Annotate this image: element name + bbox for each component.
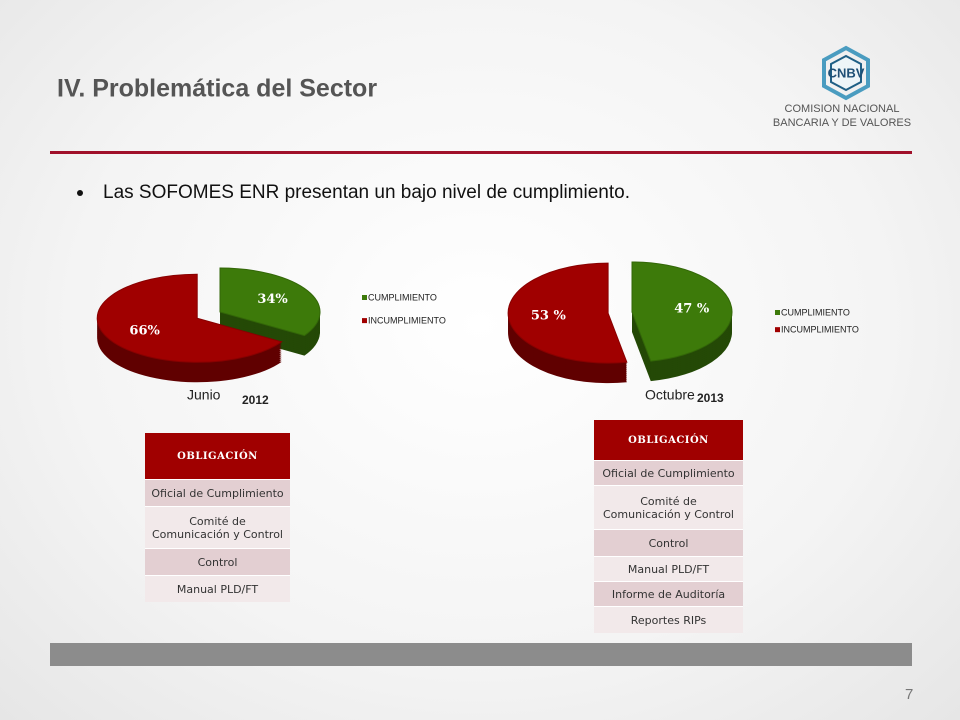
legend-swatch bbox=[362, 295, 367, 300]
footer-bar bbox=[50, 643, 912, 666]
slide-title: IV. Problemática del Sector bbox=[57, 75, 377, 103]
page-number: 7 bbox=[905, 686, 913, 703]
obligation-table: OBLIGACIÓN Oficial de Cumplimiento Comité … bbox=[594, 420, 743, 633]
legend-label: INCUMPLIMIENTO bbox=[368, 315, 446, 325]
header-rule bbox=[50, 151, 912, 154]
legend-swatch bbox=[775, 327, 780, 333]
bullet-text: Las SOFOMES ENR presentan un bajo nivel … bbox=[103, 182, 630, 203]
caption-month: Junio bbox=[187, 387, 221, 403]
caption-year: 2013 bbox=[697, 391, 724, 405]
table-row: Informe de Auditoría bbox=[594, 581, 743, 606]
logo-line: COMISION NACIONAL bbox=[785, 103, 900, 115]
legend-swatch bbox=[775, 310, 780, 315]
logo-hexagon-inner bbox=[830, 54, 862, 92]
legend-swatch bbox=[362, 318, 367, 324]
logo-line: BANCARIA Y DE VALORES bbox=[773, 117, 911, 129]
logo-hexagon bbox=[822, 45, 870, 101]
pie-slice bbox=[219, 267, 321, 337]
caption-month: Octubre bbox=[645, 387, 695, 403]
slice-label: 53 % bbox=[531, 308, 567, 323]
table-row: Control bbox=[145, 548, 290, 575]
caption-year: 2012 bbox=[242, 393, 269, 407]
legend-label: INCUMPLIMIENTO bbox=[781, 325, 859, 335]
table-row: Oficial de Cumplimiento bbox=[145, 479, 290, 506]
table-header: OBLIGACIÓN bbox=[594, 420, 743, 460]
table-row: Manual PLD/FT bbox=[145, 575, 290, 602]
slice-label: 34% bbox=[257, 292, 288, 307]
table-row: Reportes RIPs bbox=[594, 606, 743, 633]
table-row: Control bbox=[594, 529, 743, 556]
pie-slice bbox=[96, 273, 283, 363]
table-row: Manual PLD/FT bbox=[594, 556, 743, 581]
pie-slice bbox=[631, 261, 733, 362]
logo-abbr: CNBV bbox=[828, 65, 865, 80]
table-row: Oficial de Cumplimiento bbox=[594, 460, 743, 485]
table-row: Comité de Comunicación y Control bbox=[594, 485, 743, 529]
table-row: Comité de Comunicación y Control bbox=[145, 506, 290, 548]
slice-label: 47 % bbox=[674, 302, 710, 317]
table-header: OBLIGACIÓN bbox=[145, 433, 290, 479]
legend-label: CUMPLIMIENTO bbox=[781, 307, 850, 317]
obligation-table: OBLIGACIÓN Oficial de Cumplimiento Comité … bbox=[145, 433, 290, 602]
slice-label: 66% bbox=[129, 323, 160, 338]
pie-slice bbox=[507, 262, 628, 364]
legend-label: CUMPLIMIENTO bbox=[368, 292, 437, 302]
bullet-dot bbox=[77, 190, 83, 196]
